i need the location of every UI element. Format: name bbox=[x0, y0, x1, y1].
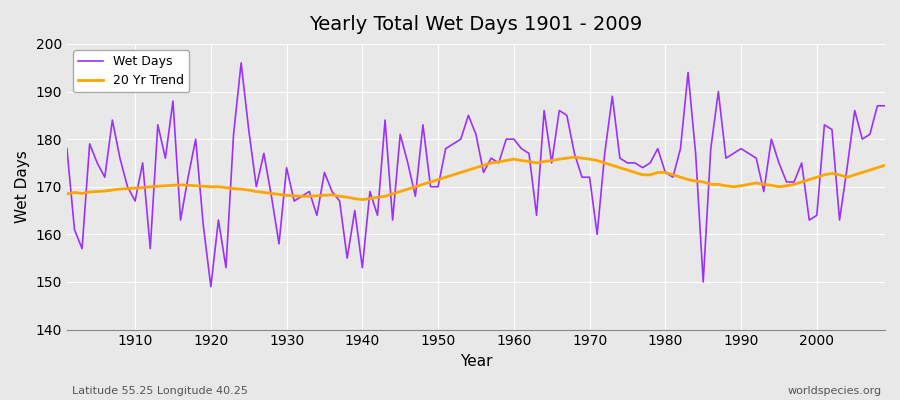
Line: Wet Days: Wet Days bbox=[67, 63, 885, 287]
Wet Days bbox=[236, 60, 247, 65]
Text: worldspecies.org: worldspecies.org bbox=[788, 386, 882, 396]
Wet Days bbox=[205, 284, 216, 289]
Wet Days bbox=[524, 151, 535, 156]
Text: Latitude 55.25 Longitude 40.25: Latitude 55.25 Longitude 40.25 bbox=[72, 386, 248, 396]
20 Yr Trend bbox=[508, 157, 519, 162]
20 Yr Trend bbox=[569, 155, 580, 160]
20 Yr Trend bbox=[122, 186, 133, 191]
Wet Days bbox=[304, 189, 315, 194]
20 Yr Trend bbox=[289, 193, 300, 198]
20 Yr Trend bbox=[61, 192, 72, 196]
Wet Days bbox=[349, 208, 360, 213]
20 Yr Trend bbox=[879, 163, 890, 168]
Legend: Wet Days, 20 Yr Trend: Wet Days, 20 Yr Trend bbox=[73, 50, 189, 92]
20 Yr Trend bbox=[357, 197, 368, 202]
Wet Days bbox=[879, 103, 890, 108]
20 Yr Trend bbox=[334, 194, 345, 199]
Wet Days bbox=[516, 146, 526, 151]
Wet Days bbox=[615, 156, 626, 160]
20 Yr Trend bbox=[516, 158, 526, 163]
Y-axis label: Wet Days: Wet Days bbox=[15, 150, 30, 223]
Line: 20 Yr Trend: 20 Yr Trend bbox=[67, 157, 885, 200]
Wet Days bbox=[122, 184, 133, 189]
X-axis label: Year: Year bbox=[460, 354, 492, 369]
Wet Days bbox=[61, 146, 72, 151]
20 Yr Trend bbox=[615, 165, 626, 170]
Title: Yearly Total Wet Days 1901 - 2009: Yearly Total Wet Days 1901 - 2009 bbox=[310, 15, 643, 34]
